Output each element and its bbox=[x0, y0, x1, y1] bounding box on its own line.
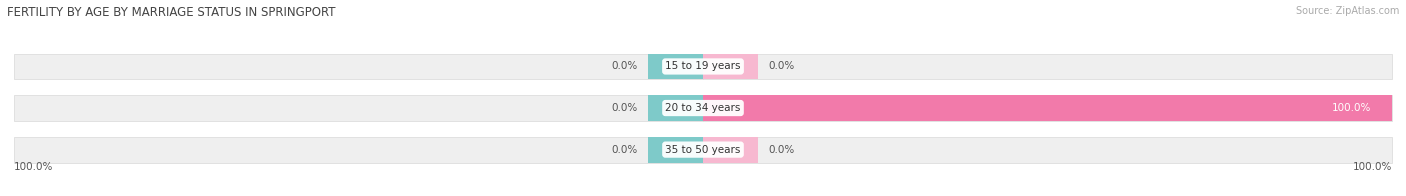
Text: 100.0%: 100.0% bbox=[1331, 103, 1371, 113]
Text: 0.0%: 0.0% bbox=[769, 145, 794, 155]
Text: 35 to 50 years: 35 to 50 years bbox=[665, 145, 741, 155]
Text: Source: ZipAtlas.com: Source: ZipAtlas.com bbox=[1295, 6, 1399, 16]
Text: 100.0%: 100.0% bbox=[1353, 162, 1392, 172]
Bar bbox=[703, 137, 1392, 162]
Bar bbox=[648, 54, 703, 79]
Bar bbox=[14, 137, 703, 162]
Text: 0.0%: 0.0% bbox=[769, 62, 794, 72]
Bar bbox=[648, 95, 703, 121]
Text: 0.0%: 0.0% bbox=[612, 145, 637, 155]
Bar bbox=[14, 54, 703, 79]
Bar bbox=[703, 54, 1392, 79]
Bar bbox=[703, 95, 1392, 121]
Text: 0.0%: 0.0% bbox=[612, 62, 637, 72]
Text: FERTILITY BY AGE BY MARRIAGE STATUS IN SPRINGPORT: FERTILITY BY AGE BY MARRIAGE STATUS IN S… bbox=[7, 6, 336, 19]
Bar bbox=[14, 95, 703, 121]
Text: 0.0%: 0.0% bbox=[612, 103, 637, 113]
Bar bbox=[648, 137, 703, 162]
Text: 100.0%: 100.0% bbox=[14, 162, 53, 172]
Bar bbox=[703, 54, 758, 79]
Bar bbox=[703, 95, 1392, 121]
Text: 20 to 34 years: 20 to 34 years bbox=[665, 103, 741, 113]
Bar bbox=[703, 137, 758, 162]
Text: 15 to 19 years: 15 to 19 years bbox=[665, 62, 741, 72]
